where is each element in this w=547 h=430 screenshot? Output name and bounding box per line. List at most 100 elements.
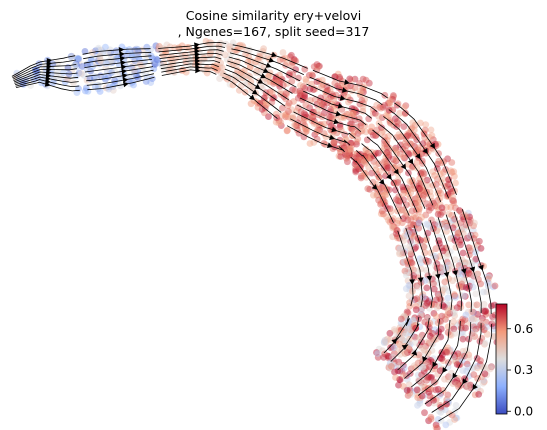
cell-point — [337, 81, 345, 89]
cell-point — [377, 210, 385, 218]
streamline — [85, 66, 154, 77]
cell-point — [443, 253, 451, 260]
cell-point — [417, 119, 424, 127]
cell-point — [427, 204, 435, 212]
cell-point — [427, 413, 435, 421]
streamline — [290, 118, 351, 146]
cell-point — [273, 78, 281, 86]
cell-point — [402, 109, 409, 117]
cell-point — [401, 232, 408, 240]
cell-point — [448, 322, 456, 330]
cell-point — [276, 56, 284, 64]
cell-point — [389, 215, 397, 222]
cell-point — [453, 304, 461, 312]
cell-point — [319, 100, 326, 108]
cell-point — [411, 387, 419, 395]
cell-point — [434, 175, 441, 183]
cell-point — [290, 98, 297, 105]
cell-point — [451, 256, 459, 263]
streamline — [159, 49, 224, 56]
cell-point — [384, 99, 392, 107]
cell-point — [400, 196, 407, 204]
cell-point — [227, 51, 235, 58]
cell-point — [491, 282, 499, 290]
cell-point — [409, 131, 417, 139]
cell-point — [440, 303, 448, 311]
cell-point — [335, 152, 343, 160]
cell-point — [393, 227, 401, 234]
cell-point — [432, 296, 440, 304]
cell-point — [450, 353, 457, 361]
cell-point — [445, 261, 452, 269]
cell-point — [358, 127, 366, 135]
cell-point — [415, 219, 422, 227]
cell-point — [435, 302, 443, 310]
streamline — [82, 48, 151, 55]
cell-point — [185, 58, 193, 66]
cell-point — [344, 82, 351, 90]
streamline-arrowhead — [472, 383, 478, 390]
cell-point — [403, 308, 411, 316]
cell-point — [343, 151, 351, 159]
cell-point — [448, 212, 456, 219]
cell-point — [376, 167, 383, 175]
cell-point — [444, 183, 451, 190]
cell-point — [477, 245, 485, 252]
streamline-arrowhead — [411, 349, 418, 356]
cell-point — [156, 44, 164, 52]
cell-point — [396, 195, 404, 203]
cell-point — [316, 100, 324, 108]
cell-point — [344, 152, 351, 160]
cell-point — [397, 207, 405, 215]
cell-point — [109, 86, 117, 94]
cell-point — [482, 307, 490, 315]
cell-point — [361, 157, 369, 164]
cell-point — [272, 118, 280, 126]
cell-point — [340, 142, 348, 150]
cell-point — [401, 314, 409, 321]
cell-point — [417, 186, 425, 194]
cell-point — [94, 81, 102, 89]
cell-point — [465, 244, 473, 252]
cell-point — [131, 46, 139, 54]
cell-point — [425, 207, 433, 214]
cell-point — [289, 86, 296, 94]
colorbar-tick-label: 0.6 — [514, 322, 533, 336]
cell-point — [459, 315, 467, 323]
streamline — [306, 83, 378, 112]
cell-point — [400, 189, 408, 197]
cell-point — [391, 164, 399, 171]
cell-point — [368, 169, 376, 177]
cell-point — [416, 354, 424, 362]
cell-point — [408, 140, 415, 148]
cell-point — [171, 44, 179, 52]
cell-point — [70, 79, 77, 87]
cell-point — [444, 155, 451, 163]
cell-point — [412, 364, 419, 371]
cell-point — [413, 164, 421, 172]
cell-point — [411, 333, 419, 341]
cell-point — [351, 75, 359, 83]
cell-point — [96, 52, 104, 59]
cell-point — [437, 296, 445, 303]
cell-point — [450, 197, 457, 205]
cell-point — [375, 345, 383, 353]
cell-point — [454, 228, 461, 236]
cell-point — [455, 375, 462, 382]
streamline — [397, 230, 414, 307]
cell-point — [452, 358, 460, 365]
cell-point — [81, 48, 89, 55]
cell-point — [395, 381, 402, 389]
cell-point — [443, 203, 450, 211]
cell-point — [472, 255, 480, 263]
cell-point — [102, 59, 110, 67]
streamline — [413, 225, 433, 309]
streamline — [299, 97, 367, 126]
cell-point — [310, 120, 318, 127]
cell-point — [362, 173, 370, 181]
cell-point — [409, 232, 416, 239]
cell-point — [415, 186, 422, 194]
cell-point — [420, 170, 428, 178]
cell-point — [314, 107, 321, 114]
cell-point — [432, 396, 440, 403]
